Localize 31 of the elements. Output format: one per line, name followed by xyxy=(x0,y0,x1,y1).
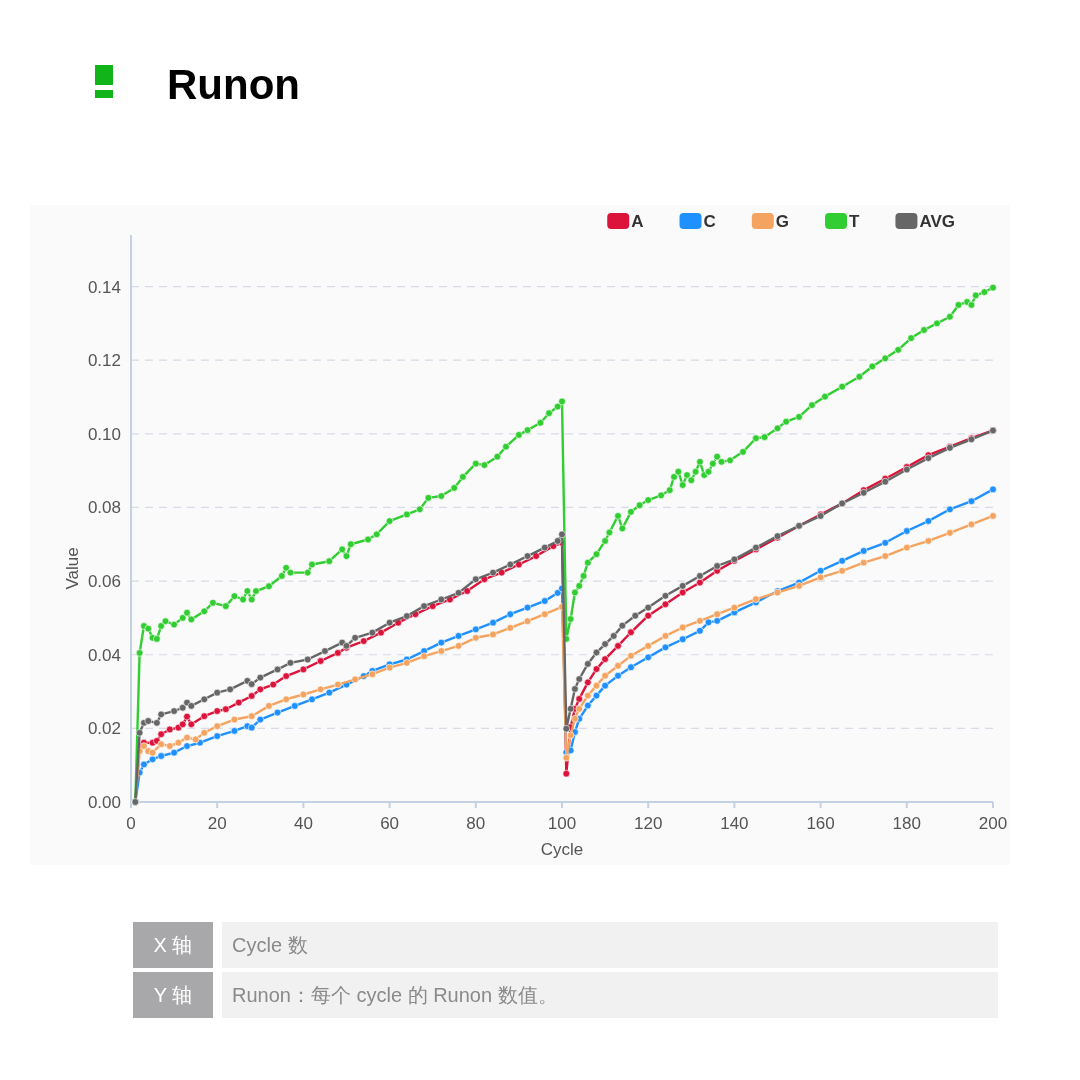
x-tick-label: 100 xyxy=(547,814,577,833)
x-tick-label: 20 xyxy=(207,814,227,833)
y-tick-label: 0.00 xyxy=(87,793,121,812)
x-tick-label: 0 xyxy=(126,814,136,833)
x-tick-label: 80 xyxy=(466,814,486,833)
x-tick-label: 40 xyxy=(293,814,313,833)
legend-label: AVG xyxy=(919,212,955,231)
text: Cycle 数 xyxy=(232,934,308,956)
y-tick-label: 0.02 xyxy=(87,719,121,739)
legend-label: T xyxy=(849,212,861,231)
x-tick-label: 200 xyxy=(978,814,1008,833)
y-tick-label: 0.08 xyxy=(87,498,121,518)
x-tick-label: 120 xyxy=(634,814,663,833)
legend-label: G xyxy=(775,212,790,231)
x-tick-label: 160 xyxy=(806,814,835,833)
y-tick-label: 0.14 xyxy=(87,277,121,297)
x-axis-title: Cycle xyxy=(540,840,584,859)
y-tick-label: 0.06 xyxy=(87,572,121,592)
y-tick-label: 0.12 xyxy=(87,351,121,371)
legend-label: C xyxy=(703,212,716,231)
y-axis-title: Value xyxy=(63,547,82,590)
legend-label: A xyxy=(631,212,644,231)
text: Y 轴 xyxy=(153,984,193,1006)
x-tick-label: 140 xyxy=(720,814,749,833)
x-tick-label: 60 xyxy=(380,814,400,833)
x-tick-label: 180 xyxy=(892,814,921,833)
chart-title: Runon xyxy=(167,61,300,108)
text: X 轴 xyxy=(153,934,193,956)
y-tick-label: 0.10 xyxy=(87,424,121,444)
y-tick-label: 0.04 xyxy=(87,645,121,665)
text: Runon：每个 cycle 的 Runon 数值。 xyxy=(232,984,558,1006)
